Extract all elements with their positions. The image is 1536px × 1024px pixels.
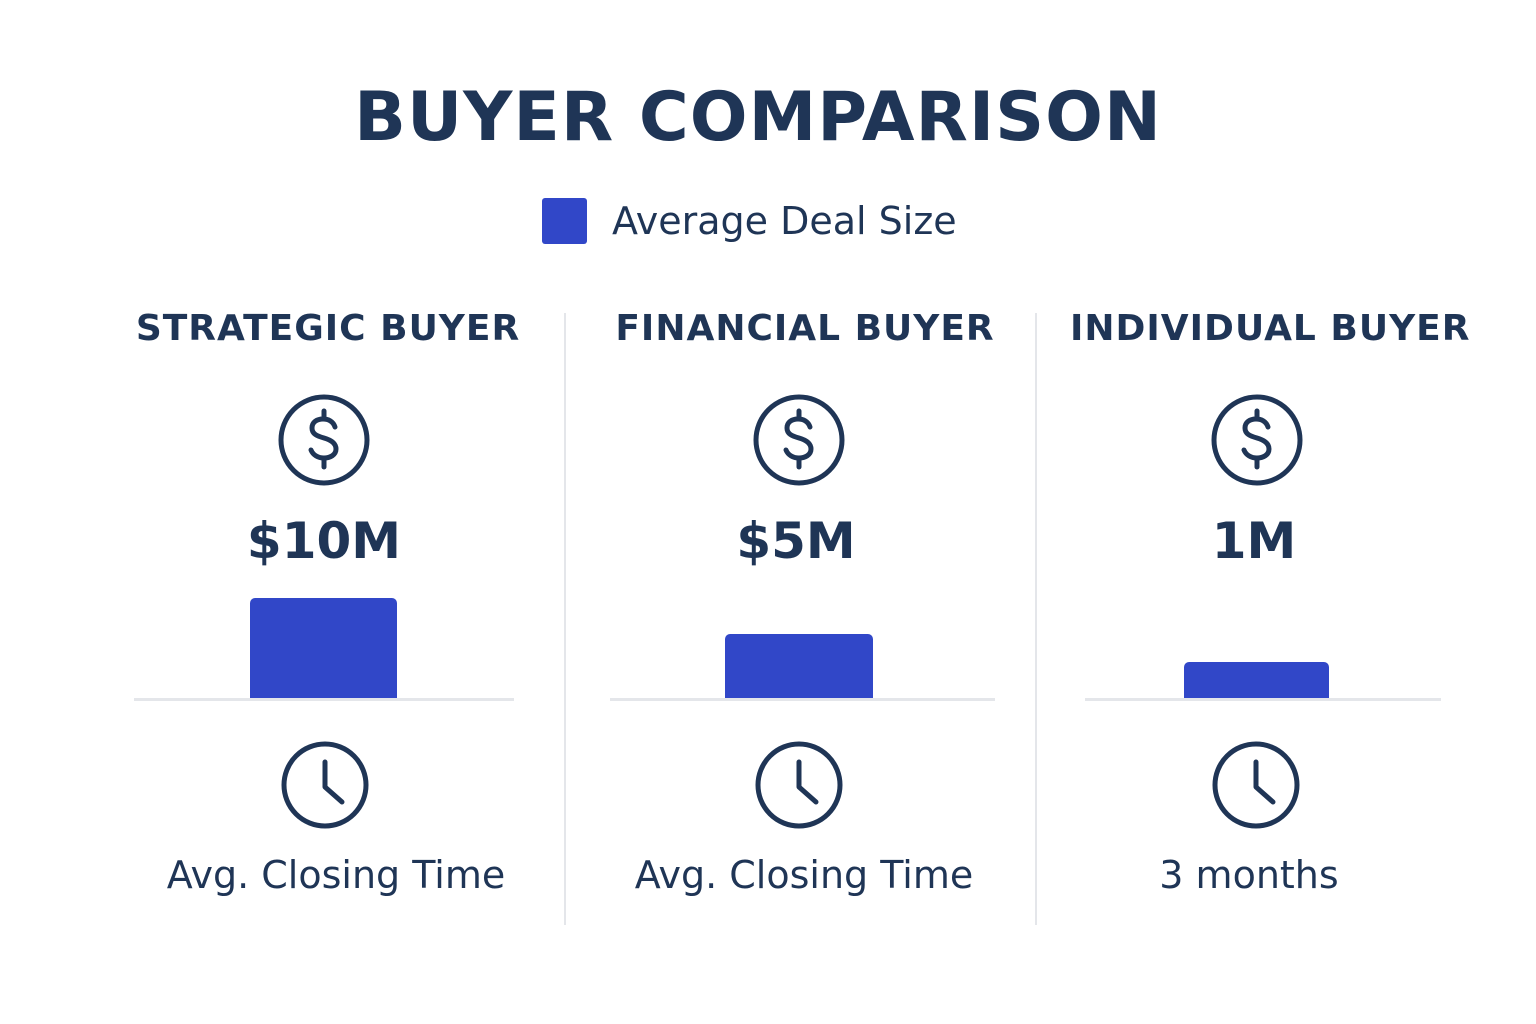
legend: Average Deal Size (542, 197, 957, 245)
closing-time-label: Avg. Closing Time (166, 853, 506, 897)
clock-icon (1212, 741, 1300, 829)
clock-icon (281, 741, 369, 829)
closing-time-label: 3 months (1159, 853, 1339, 897)
baseline (1085, 698, 1441, 701)
deal-value: $10M (246, 512, 402, 570)
dollar-circle-icon (278, 394, 370, 486)
panel-divider (564, 313, 566, 925)
deal-value: $5M (736, 512, 856, 570)
buyer-panel-financial: FINANCIAL BUYER $5M Avg. Closing Time (600, 0, 1010, 1024)
panel-title: FINANCIAL BUYER (615, 308, 995, 349)
panel-divider (1035, 313, 1037, 925)
bar-strategic (250, 598, 397, 698)
page-title: BUYER COMPARISON (354, 78, 1162, 157)
bar-financial (725, 634, 873, 698)
panel-title: INDIVIDUAL BUYER (1070, 308, 1471, 349)
baseline (610, 698, 995, 701)
baseline (134, 698, 514, 701)
dollar-circle-icon (1211, 394, 1303, 486)
buyer-panel-strategic: STRATEGIC BUYER $10M Avg. Closing Time (124, 0, 532, 1024)
buyer-panel-individual: INDIVIDUAL BUYER 1M 3 months (1070, 0, 1471, 1024)
dollar-circle-icon (753, 394, 845, 486)
clock-icon (755, 741, 843, 829)
legend-label: Average Deal Size (612, 199, 957, 243)
legend-swatch (542, 198, 587, 244)
panel-title: STRATEGIC BUYER (135, 308, 521, 349)
bar-individual (1184, 662, 1329, 698)
deal-value: 1M (1211, 512, 1297, 570)
closing-time-label: Avg. Closing Time (634, 853, 974, 897)
